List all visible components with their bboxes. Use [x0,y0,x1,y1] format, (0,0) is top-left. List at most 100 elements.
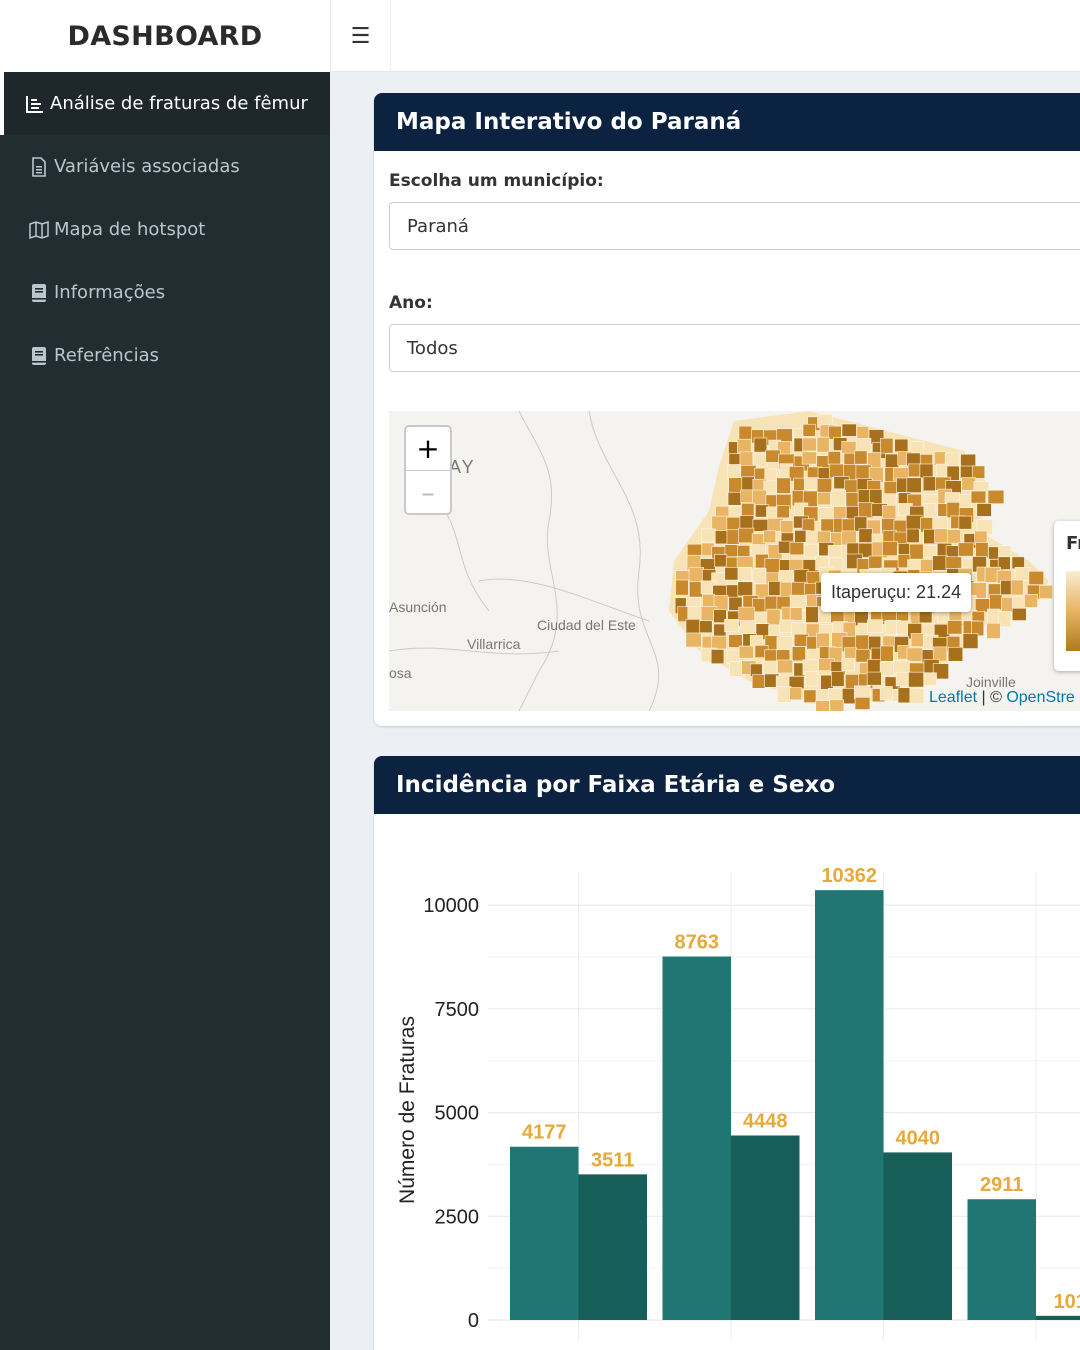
municipality-cell [880,437,894,454]
municipality-cell [752,519,769,532]
parana-choropleth[interactable] [669,411,1053,711]
map-box-title: Mapa Interativo do Paraná [374,93,1080,151]
municipality-cell [923,503,937,518]
book-icon [28,282,50,304]
municipality-cell [855,438,872,453]
municipality-cell [710,649,725,665]
municipality-cell [868,555,883,569]
municipality-cell [739,620,756,636]
municipality-cell [972,465,986,479]
map-canvas [389,411,1053,711]
municipality-cell [855,634,870,652]
municipality-cell [802,437,817,452]
municipality-cell [724,619,739,633]
municipality-cell [932,646,948,662]
municipality-cell [827,451,841,466]
municipality-cell [879,686,893,701]
municipality-cell [805,606,819,623]
municipality-cell [817,491,831,506]
municipality-cell [853,685,871,700]
bar [1036,1315,1080,1320]
zoom-in-button[interactable]: + [416,432,440,465]
municipality-cell [738,425,753,441]
municipality-cell [976,503,992,517]
municipality-cell [726,529,740,545]
municipality-cell [855,648,871,663]
map-icon [28,219,50,241]
file-icon [28,156,50,178]
municipality-cell [829,463,845,478]
municipality-cell [897,687,911,704]
municipality-cell [987,489,1005,505]
municipality-cell [975,542,989,558]
map-legend: Fr [1054,521,1080,671]
municipality-cell [751,674,766,689]
municipality-cell [793,633,809,647]
municipality-cell [1010,579,1024,596]
municipality-cell [728,634,743,648]
municipality-cell [923,545,937,558]
municipality-cell [841,518,856,532]
municipality-cell [801,518,815,533]
municipality-cell [1014,566,1031,581]
municipality-cell [675,579,689,596]
sidebar-item-referencias[interactable]: Referências [0,324,330,387]
municipality-cell [846,542,860,556]
sidebar-toggle-button[interactable]: ☰ [330,0,391,72]
municipality-cell [841,423,857,437]
municipality-cell [1011,596,1025,610]
ano-select-value: Todos [407,337,458,359]
y-tick-label: 10000 [423,895,479,917]
municipality-cell [866,671,882,686]
bar-value-label: 4448 [743,1110,788,1132]
municipality-cell [738,645,754,659]
municipality-cell [932,516,948,530]
chart-box-title: Incidência por Faixa Etária e Sexo [374,756,1080,814]
book-icon [28,345,50,367]
legend-gradient [1066,571,1080,651]
municipality-cell [737,581,753,597]
municipality-cell [804,477,820,490]
map-label-villarrica: Villarrica [467,636,521,652]
bar [883,1152,952,1320]
municipality-cell [816,632,830,649]
municipality-cell [815,700,830,711]
municipality-cell [685,632,702,648]
map-label-joinville: Joinville [966,674,1016,690]
leaflet-map[interactable]: Asunción Ciudad del Este Villarrica Join… [389,411,1080,711]
municipality-cell [858,502,874,519]
municipality-cell [833,506,847,520]
municipality-cell [841,657,855,672]
municipality-cell [997,556,1011,570]
municipality-cell [910,633,925,647]
zoom-out-button[interactable]: – [406,470,450,513]
municipality-cell [685,619,701,635]
bar-value-label: 4040 [896,1127,941,1149]
leaflet-link[interactable]: Leaflet [929,689,978,706]
sidebar-item-analise[interactable]: Análise de fraturas de fêmur [0,72,330,135]
sidebar-item-variaveis[interactable]: Variáveis associadas [0,135,330,198]
municipality-cell [934,451,947,466]
y-tick-label: 7500 [435,999,480,1021]
ano-select[interactable]: Todos [389,324,1080,372]
municipality-cell [763,660,778,675]
sidebar-item-informacoes[interactable]: Informações [0,261,330,324]
municipality-cell [957,542,974,557]
sidebar-item-mapa[interactable]: Mapa de hotspot [0,198,330,261]
municipality-cell [776,505,790,519]
attribution-separator: | © [977,689,1007,706]
municipality-cell [961,477,976,491]
sidebar-item-label: Variáveis associadas [54,156,240,177]
legend-title: Fr [1066,533,1080,554]
municipality-cell [906,647,923,662]
bar-value-label: 10362 [821,865,877,887]
openstreetmap-link[interactable]: OpenStre [1006,689,1075,706]
municipality-cell [753,453,768,467]
top-navbar: ☰ [330,0,1080,72]
municipality-cell [997,611,1012,628]
y-tick-label: 5000 [435,1103,480,1125]
municipality-cell [932,555,948,571]
municipio-select[interactable]: Paraná [389,202,1080,250]
municipality-cell [909,687,925,704]
municipality-cell [776,636,793,652]
